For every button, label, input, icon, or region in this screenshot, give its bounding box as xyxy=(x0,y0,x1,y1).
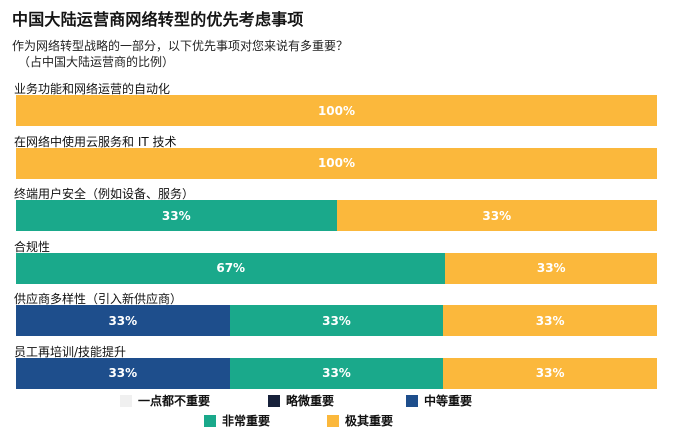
bar-segment: 100% xyxy=(16,147,657,179)
legend-item: 中等重要 xyxy=(406,392,472,409)
bar-row: 100% xyxy=(16,95,657,126)
legend-swatch xyxy=(268,394,280,407)
bar-segment: 33% xyxy=(443,305,657,336)
legend-swatch xyxy=(120,394,132,407)
bar-row: 100% xyxy=(16,147,657,179)
data-label: 33% xyxy=(322,313,351,328)
category-label: 员工再培训/技能提升 xyxy=(14,344,127,359)
legend-item: 极其重要 xyxy=(327,412,393,429)
category-label: 在网络中使用云服务和 IT 技术 xyxy=(14,134,177,149)
data-label: 33% xyxy=(535,366,565,380)
data-label: 33% xyxy=(535,313,565,328)
data-label: 100% xyxy=(317,156,356,170)
data-label: 33% xyxy=(161,208,191,223)
legend-item: 非常重要 xyxy=(204,412,270,429)
bar-segment: 33% xyxy=(445,252,657,284)
legend-swatch xyxy=(327,414,339,427)
data-label: 33% xyxy=(108,366,138,380)
legend-item: 一点都不重要 xyxy=(120,392,210,409)
legend-swatch xyxy=(406,394,418,407)
data-label: 33% xyxy=(482,208,512,223)
category-label: 终端用户安全（例如设备、服务） xyxy=(14,187,195,201)
bar-row: 67% 33% xyxy=(16,252,657,284)
bar-segment: 33% xyxy=(16,357,230,389)
bar-segment: 33% xyxy=(16,305,230,336)
data-label: 33% xyxy=(322,366,351,380)
legend-label: 略微重要 xyxy=(286,394,335,408)
category-label: 业务功能和网络运营的自动化 xyxy=(14,82,171,96)
subtitle-question: 作为网络转型战略的一部分，以下优先事项对您来说有多重要？ xyxy=(12,39,349,53)
legend-label: 非常重要 xyxy=(222,414,271,428)
chart-title: 中国大陆运营商网络转型的优先考虑事项 xyxy=(12,10,304,29)
data-label: 33% xyxy=(536,261,566,275)
data-label: 100% xyxy=(317,103,356,118)
bar-row: 33% 33% xyxy=(16,200,657,231)
legend-label: 极其重要 xyxy=(345,414,394,428)
bar-segment: 33% xyxy=(229,305,444,336)
legend-item: 略微重要 xyxy=(268,392,334,409)
bar-segment: 33% xyxy=(443,357,657,389)
bar-segment: 33% xyxy=(336,200,657,231)
category-label: 供应商多样性（引入新供应商） xyxy=(14,292,183,306)
bar-segment: 67% xyxy=(16,252,446,284)
bar-segment: 33% xyxy=(16,200,337,231)
bar-row: 33% 33% 33% xyxy=(16,357,657,389)
legend-label: 一点都不重要 xyxy=(138,394,211,408)
data-label: 33% xyxy=(108,313,138,328)
category-label: 合规性 xyxy=(14,239,51,254)
bar-row: 33% 33% 33% xyxy=(16,305,657,336)
subtitle-note: （占中国大陆运营商的比例） xyxy=(18,55,175,69)
bar-segment: 33% xyxy=(229,357,444,389)
data-label: 67% xyxy=(216,261,246,275)
bar-segment: 100% xyxy=(16,95,657,126)
legend-label: 中等重要 xyxy=(424,394,473,408)
chart-subtitle: 作为网络转型战略的一部分，以下优先事项对您来说有多重要？ （占中国大陆运营商的比… xyxy=(12,38,348,70)
legend-swatch xyxy=(204,414,216,427)
